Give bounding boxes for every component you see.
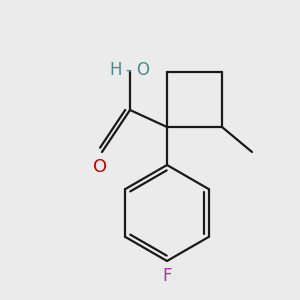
Text: O: O — [136, 61, 149, 79]
Text: H: H — [110, 61, 122, 79]
Text: -: - — [125, 61, 131, 79]
Text: F: F — [162, 267, 172, 285]
Text: O: O — [93, 158, 107, 176]
